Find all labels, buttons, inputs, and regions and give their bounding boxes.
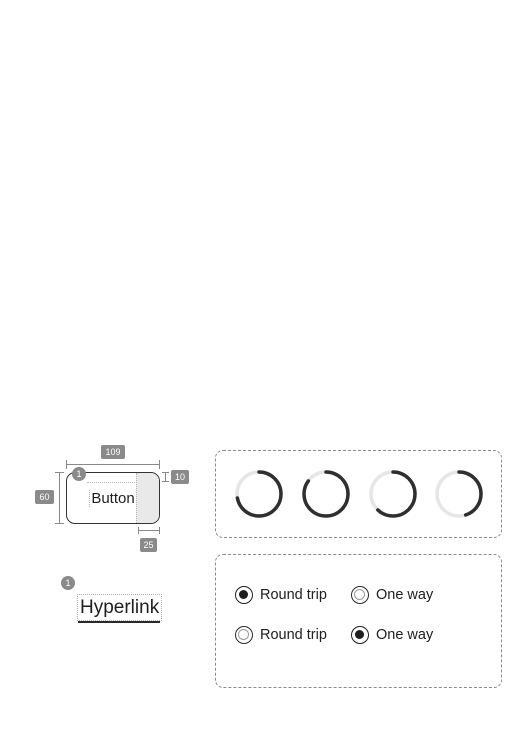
height-measure-tick-bottom <box>55 523 64 524</box>
right-padding-tick-left <box>138 527 139 534</box>
top-padding-area <box>87 473 137 483</box>
radio-label: Round trip <box>260 587 327 603</box>
progress-ring-fill <box>302 470 350 518</box>
height-measure-badge: 60 <box>35 490 54 504</box>
top-padding-tick-bottom <box>162 481 169 482</box>
progress-ring-2 <box>302 470 350 518</box>
radio-option-round-trip-1[interactable]: Round trip <box>235 586 327 604</box>
demo-button[interactable]: Button <box>66 472 160 524</box>
radio-label: Round trip <box>260 627 327 643</box>
radio-card: Round trip One way Round trip One way <box>215 554 502 688</box>
radio-checked-icon <box>235 586 253 604</box>
width-measure-tick-left <box>66 460 67 469</box>
progress-ring-4 <box>435 470 483 518</box>
progress-ring-card <box>215 450 502 538</box>
hyperlink-marker-badge: 1 <box>61 576 75 590</box>
right-padding-measure-line <box>138 530 160 531</box>
radio-option-round-trip-2[interactable]: Round trip <box>235 626 327 644</box>
progress-ring-fill <box>235 470 283 518</box>
radio-unchecked-icon <box>351 586 369 604</box>
height-measure-line <box>59 472 60 524</box>
progress-ring-3 <box>369 470 417 518</box>
progress-ring-1 <box>235 470 283 518</box>
right-padding-area <box>136 473 159 523</box>
width-measure-tick-right <box>159 460 160 469</box>
demo-button-label: Button <box>89 490 137 507</box>
right-padding-badge: 25 <box>140 538 157 552</box>
button-marker-badge: 1 <box>72 467 86 481</box>
width-measure-line <box>66 464 160 465</box>
hyperlink-text[interactable]: Hyperlink <box>77 594 163 621</box>
demo-button-label-wrap: Button <box>67 490 159 507</box>
radio-option-one-way-1[interactable]: One way <box>351 586 433 604</box>
top-padding-badge: 10 <box>171 470 189 484</box>
progress-ring-fill <box>369 470 417 518</box>
progress-rings-svg <box>235 470 483 518</box>
radio-unchecked-icon <box>235 626 253 644</box>
top-padding-tick-top <box>162 472 169 473</box>
top-padding-measure-line <box>165 472 166 482</box>
hyperlink-underline <box>78 621 160 623</box>
right-padding-tick-right <box>159 527 160 534</box>
progress-ring-fill <box>435 470 483 518</box>
radio-label: One way <box>376 587 434 603</box>
height-measure-tick-top <box>55 472 64 473</box>
width-measure-badge: 109 <box>101 445 125 459</box>
radio-option-one-way-2[interactable]: One way <box>351 626 433 644</box>
radio-label: One way <box>376 627 434 643</box>
radio-checked-icon <box>351 626 369 644</box>
